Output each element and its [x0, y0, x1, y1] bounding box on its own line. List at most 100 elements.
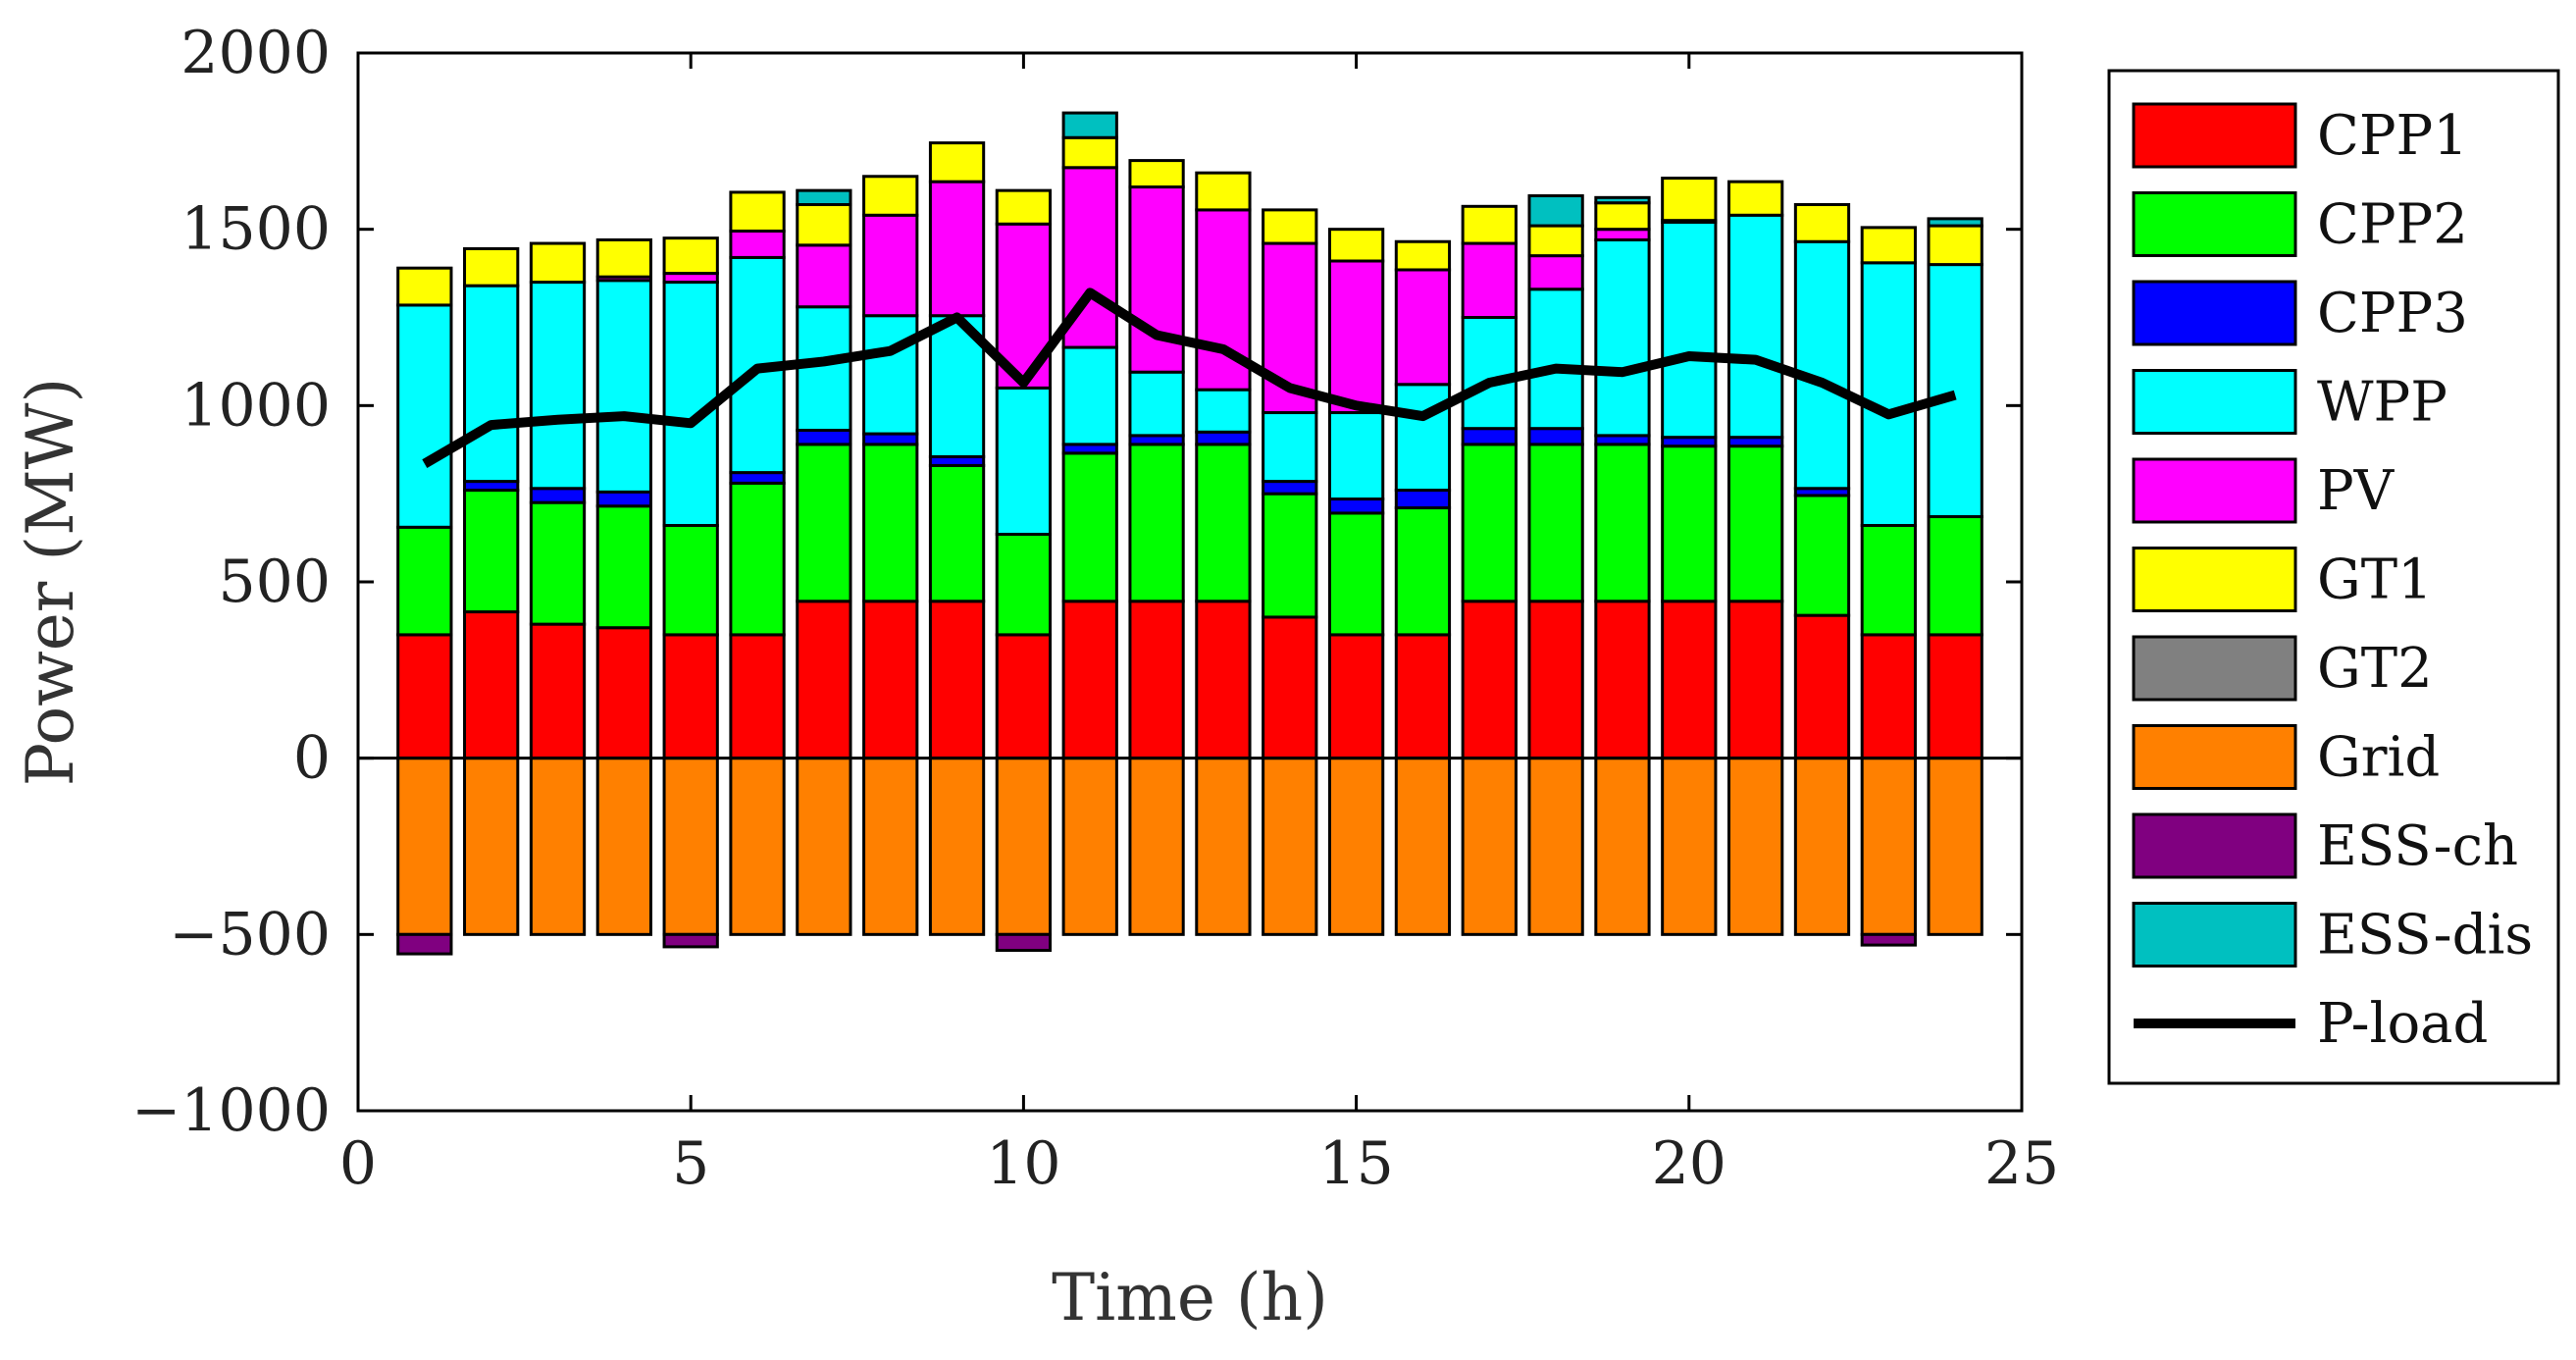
bar-wpp-h22: [1793, 239, 1851, 491]
bar-ess-ch-h23: [1860, 932, 1917, 947]
p-load-line: [422, 288, 1957, 468]
legend-swatch-gt2: [2132, 635, 2297, 702]
legend-label-cpp1: CPP1: [2317, 104, 2468, 168]
bar-cpp3-h18: [1527, 427, 1584, 446]
bar-cpp1-h12: [1128, 600, 1185, 760]
bar-cpp1-h6: [729, 633, 786, 760]
legend: CPP1 CPP2 CPP3 WPP PV GT1 GT2 Grid ESS-ch ESS-dis…: [2107, 69, 2560, 1085]
bar-pv-h18: [1527, 254, 1584, 291]
bar-cpp3-h15: [1327, 497, 1385, 515]
bar-grid-h18: [1527, 757, 1584, 936]
bar-cpp2-h20: [1661, 445, 1718, 603]
bar-cpp1-h5: [662, 633, 719, 760]
bar-grid-h23: [1860, 757, 1917, 936]
bar-gt1-h15: [1327, 228, 1385, 263]
bar-grid-h5: [662, 757, 719, 936]
legend-label-cpp3: CPP3: [2317, 282, 2468, 345]
bar-wpp-h11: [1061, 345, 1118, 446]
bar-grid-h17: [1461, 757, 1518, 936]
bar-gt1-h7: [796, 203, 852, 247]
bar-cpp3-h13: [1195, 430, 1252, 446]
bar-gt1-h12: [1128, 159, 1185, 189]
bar-gt1-h24: [1927, 224, 1984, 267]
bar-cpp1-h15: [1327, 633, 1385, 760]
bar-grid-h15: [1327, 757, 1385, 936]
legend-label-grid: Grid: [2317, 726, 2440, 790]
legend-swatch-pv: [2132, 457, 2297, 524]
bar-cpp2-h7: [796, 443, 852, 603]
bar-pv-h8: [862, 213, 919, 318]
bar-cpp2-h6: [729, 481, 786, 637]
bar-cpp1-h22: [1793, 613, 1851, 760]
x-tick-label: 0: [339, 1129, 377, 1198]
legend-swatch-cpp2: [2132, 191, 2297, 257]
bar-wpp-h2: [463, 284, 520, 484]
bar-pv-h13: [1195, 208, 1252, 392]
bar-gt1-h10: [995, 188, 1053, 226]
bar-cpp1-h4: [595, 626, 652, 760]
bar-grid-h8: [862, 757, 919, 936]
bar-grid-h11: [1061, 757, 1118, 936]
legend-label-gt1: GT1: [2317, 549, 2433, 612]
legend-swatch-wpp: [2132, 369, 2297, 435]
bar-wpp-h16: [1394, 383, 1452, 493]
bar-grid-h2: [463, 757, 520, 936]
bar-cpp1-h2: [463, 610, 520, 760]
legend-label-p-load: P-load: [2317, 992, 2488, 1056]
bar-cpp2-h23: [1860, 524, 1917, 637]
bar-gt1-h2: [463, 246, 520, 288]
bar-gt1-h21: [1727, 180, 1784, 217]
x-tick-label: 15: [1318, 1129, 1393, 1198]
bar-grid-h9: [928, 757, 986, 936]
bar-gt1-h23: [1860, 226, 1917, 265]
bar-gt1-h4: [595, 237, 652, 279]
bar-cpp3-h16: [1394, 489, 1452, 510]
bar-cpp2-h24: [1927, 515, 1984, 637]
bar-gt1-h3: [529, 241, 587, 285]
bar-wpp-h19: [1594, 237, 1651, 438]
bar-cpp2-h10: [995, 532, 1053, 637]
bar-cpp1-h7: [796, 600, 852, 760]
bar-cpp1-h17: [1461, 600, 1518, 760]
bar-pv-h15: [1327, 259, 1385, 415]
bar-ess-ch-h1: [396, 932, 453, 956]
bar-gt1-h18: [1527, 224, 1584, 258]
bar-grid-h6: [729, 757, 786, 936]
bar-grid-h13: [1195, 757, 1252, 936]
bar-grid-h16: [1394, 757, 1452, 936]
bar-cpp2-h15: [1327, 511, 1385, 637]
bar-gt1-h16: [1394, 239, 1452, 272]
y-tick-label: 2000: [180, 19, 331, 87]
y-tick-label: 1500: [180, 195, 331, 264]
bar-gt1-h11: [1061, 135, 1118, 170]
bar-gt1-h8: [862, 175, 919, 217]
bar-ess-dis-h24: [1927, 217, 1984, 228]
bar-cpp1-h21: [1727, 600, 1784, 760]
bar-gt1-h6: [729, 190, 786, 233]
bar-cpp1-h14: [1262, 615, 1318, 760]
bar-pv-h12: [1128, 185, 1185, 374]
bar-ess-dis-h18: [1527, 194, 1584, 228]
y-axis-title: Power (MW): [13, 378, 88, 786]
legend-swatch-cpp3: [2132, 280, 2297, 346]
bar-gt1-h5: [662, 236, 719, 276]
legend-label-cpp2: CPP2: [2317, 193, 2468, 257]
x-tick-label: 10: [986, 1129, 1060, 1198]
bar-cpp1-h8: [862, 600, 919, 760]
legend-swatch-ess-ch: [2132, 812, 2297, 879]
bar-cpp1-h23: [1860, 633, 1917, 760]
bar-cpp2-h11: [1061, 451, 1118, 603]
bar-cpp1-h10: [995, 633, 1053, 760]
bar-wpp-h10: [995, 386, 1053, 536]
bar-cpp2-h1: [396, 525, 453, 637]
bar-gt1-h9: [928, 141, 986, 183]
y-tick-label: −500: [169, 900, 331, 968]
bar-grid-h24: [1927, 757, 1984, 936]
bar-pv-h19: [1594, 228, 1651, 241]
bar-cpp1-h13: [1195, 600, 1252, 760]
bar-grid-h12: [1128, 757, 1185, 936]
bar-wpp-h14: [1262, 411, 1318, 484]
bar-gt1-h14: [1262, 208, 1318, 245]
bar-cpp2-h16: [1394, 506, 1452, 637]
ticks-group: 0 5 10 15 20 25 −1000 −500 0 500 1000 1500 2000: [131, 19, 2059, 1198]
